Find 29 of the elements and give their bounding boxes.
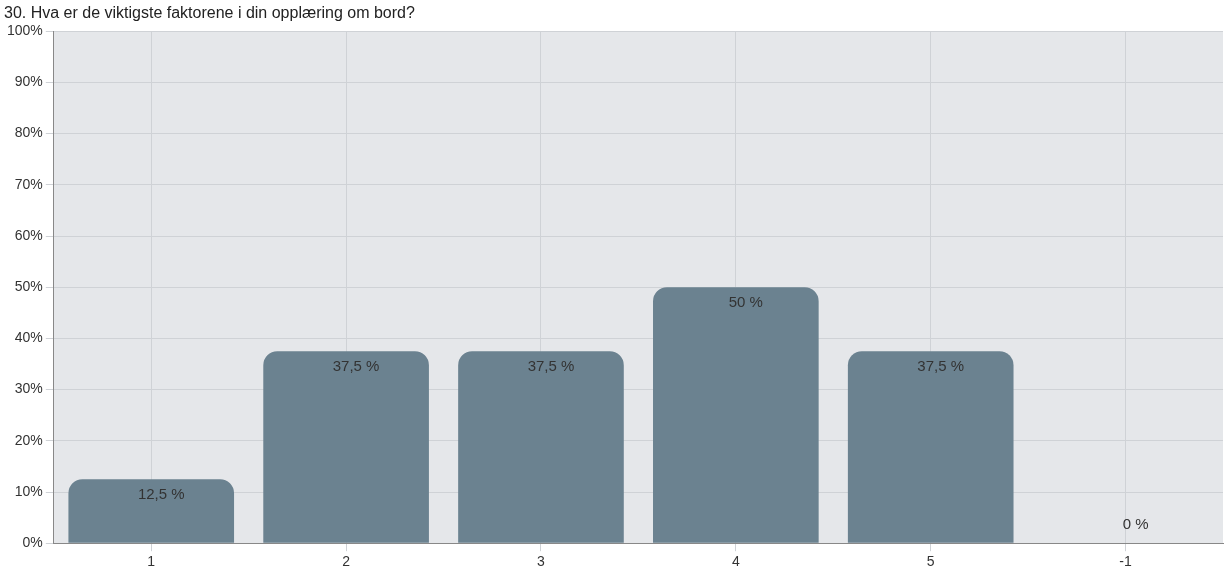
bar (458, 351, 624, 543)
x-tick-label: 2 (342, 553, 351, 570)
x-tick-label: 1 (147, 553, 156, 570)
y-tick-label: 10% (14, 482, 43, 499)
bar (263, 351, 429, 543)
y-tick-label: 60% (14, 226, 43, 243)
data-label: 37,5 % (332, 356, 380, 374)
y-tick-label: 90% (14, 73, 43, 90)
y-tick-label: 20% (14, 431, 43, 448)
data-label: 37,5 % (527, 356, 575, 374)
y-tick-label: 40% (14, 329, 43, 346)
bar (847, 351, 1014, 543)
chart-title: 30. Hva er de viktigste faktorene i din opplæring om bord? (4, 4, 415, 22)
bar (653, 287, 819, 543)
data-label: 37,5 % (917, 356, 965, 374)
y-tick-label: 80% (14, 124, 43, 141)
x-tick-label: 5 (926, 553, 935, 570)
y-tick-label: 30% (14, 380, 43, 397)
data-label: 0 % (1122, 514, 1149, 532)
y-tick-label: 50% (14, 278, 43, 295)
x-tick-label: -1 (1119, 553, 1132, 570)
bar (68, 479, 235, 543)
x-tick-label: 3 (537, 553, 546, 570)
data-label: 50 % (728, 292, 763, 310)
data-label: 12,5 % (137, 484, 185, 502)
x-tick-label: 4 (731, 553, 740, 570)
y-tick-label: 0% (22, 534, 43, 551)
y-tick-label: 70% (14, 175, 43, 192)
y-tick-label: 100% (6, 22, 43, 39)
